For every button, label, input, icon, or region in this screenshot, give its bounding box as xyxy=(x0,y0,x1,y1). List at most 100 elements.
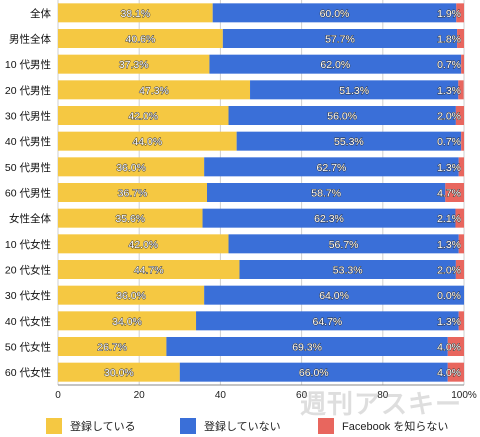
bar-segment xyxy=(204,285,464,305)
data-label: 1.3% xyxy=(437,239,461,251)
category-label: 30 代男性 xyxy=(5,110,51,123)
data-label: 40.6% xyxy=(126,34,156,46)
data-label: 0.7% xyxy=(437,59,461,71)
category-label: 男性全体 xyxy=(9,33,51,46)
bar-segment xyxy=(455,106,464,125)
bar-segment xyxy=(58,54,210,74)
data-label: 47.3% xyxy=(139,85,169,97)
data-label: 57.7% xyxy=(325,34,355,46)
data-label: 2.1% xyxy=(437,213,461,225)
category-label: 20 代男性 xyxy=(5,84,51,97)
bar-segment xyxy=(58,234,229,254)
bar-segment xyxy=(455,260,464,279)
data-label: 60.0% xyxy=(320,8,350,20)
bar-segment xyxy=(58,80,251,100)
category-label: 20 代女性 xyxy=(5,264,51,277)
bar-segment xyxy=(456,3,464,23)
bar-segment xyxy=(58,29,223,48)
data-label: 62.7% xyxy=(317,162,347,174)
bar-segment xyxy=(207,183,446,202)
bar-segment xyxy=(461,54,464,74)
category-label: 40 代女性 xyxy=(5,315,51,328)
data-label: 36.0% xyxy=(116,290,146,302)
data-label: 69.3% xyxy=(292,342,322,354)
legend-item-registered: 登録している xyxy=(46,418,136,434)
category-label: 60 代男性 xyxy=(5,187,51,200)
data-label: 37.3% xyxy=(119,59,149,71)
bar-segment xyxy=(58,131,237,151)
bar-segment xyxy=(236,131,462,151)
watermark-logo: 週刊アスキー xyxy=(300,389,463,419)
data-label: 36.0% xyxy=(116,162,146,174)
data-label: 35.6% xyxy=(115,213,145,225)
category-label: 全体 xyxy=(30,7,51,20)
data-label: 30.0% xyxy=(104,367,134,379)
data-label: 44.7% xyxy=(134,265,164,277)
category-label: 10 代男性 xyxy=(5,58,51,71)
data-label: 2.0% xyxy=(437,265,461,277)
legend-label-registered: 登録している xyxy=(70,421,136,433)
bar-segment xyxy=(455,208,464,228)
bar-segment xyxy=(228,106,456,125)
data-label: 0.0% xyxy=(437,290,461,302)
bar-segment xyxy=(58,106,229,125)
bar-segment xyxy=(458,311,464,331)
legend-swatch-registered xyxy=(46,418,62,434)
category-label: 30 代女性 xyxy=(5,289,51,302)
data-label: 56.0% xyxy=(327,111,357,123)
data-label: 58.7% xyxy=(311,188,341,200)
data-label: 1.9% xyxy=(437,8,461,20)
data-label: 56.7% xyxy=(329,239,359,251)
bar-segment xyxy=(196,311,459,331)
bar-segment xyxy=(222,29,458,48)
legend: 登録している 登録していない Facebook を知らない xyxy=(0,418,480,436)
bar-segment xyxy=(212,3,457,23)
data-label: 62.3% xyxy=(314,213,344,225)
bar-segment xyxy=(209,54,462,74)
bar-segment xyxy=(461,131,464,151)
x-tick-label: 40 xyxy=(215,390,227,401)
data-label: 2.0% xyxy=(437,111,461,123)
bar-segment xyxy=(457,29,464,48)
x-tick-label: 80 xyxy=(377,390,389,401)
category-label: 女性全体 xyxy=(9,212,51,225)
data-label: 26.7% xyxy=(97,342,127,354)
legend-label-not-registered: 登録していない xyxy=(204,421,281,433)
bar-segment xyxy=(179,362,448,382)
bar-segment xyxy=(58,285,205,305)
data-label: 44.0% xyxy=(132,136,162,148)
x-tick-label: 100% xyxy=(451,390,477,401)
bar-segment xyxy=(58,3,213,23)
bar-segment xyxy=(458,80,464,100)
legend-swatch-not-registered xyxy=(180,418,196,434)
bar-segment xyxy=(166,337,448,356)
category-label: 50 代女性 xyxy=(5,341,51,354)
data-label: 4.0% xyxy=(437,367,461,379)
category-label: 40 代男性 xyxy=(5,135,51,148)
data-label: 53.3% xyxy=(333,265,363,277)
data-label: 42.0% xyxy=(128,111,158,123)
bar-segment xyxy=(458,234,464,254)
bar-segment xyxy=(58,260,240,279)
bar-segment xyxy=(202,208,456,228)
bar-segment xyxy=(58,208,203,228)
bar-segment xyxy=(458,157,464,177)
category-label: 60 代女性 xyxy=(5,366,51,379)
data-label: 1.3% xyxy=(437,316,461,328)
bar-segment xyxy=(58,311,197,331)
bar-segment xyxy=(58,183,208,202)
bar-segment xyxy=(58,157,205,177)
data-label: 4.0% xyxy=(437,342,461,354)
category-label: 50 代男性 xyxy=(5,161,51,174)
data-label: 36.7% xyxy=(118,188,148,200)
legend-item-unknown: Facebook を知らない xyxy=(318,418,448,434)
bar-segment xyxy=(447,337,464,356)
data-label: 62.0% xyxy=(320,59,350,71)
legend-item-not-registered: 登録していない xyxy=(180,418,281,434)
data-label: 64.7% xyxy=(312,316,342,328)
category-label: 10 代女性 xyxy=(5,238,51,251)
data-label: 38.1% xyxy=(120,8,150,20)
bar-segment xyxy=(250,80,459,100)
data-label: 42.0% xyxy=(128,239,158,251)
